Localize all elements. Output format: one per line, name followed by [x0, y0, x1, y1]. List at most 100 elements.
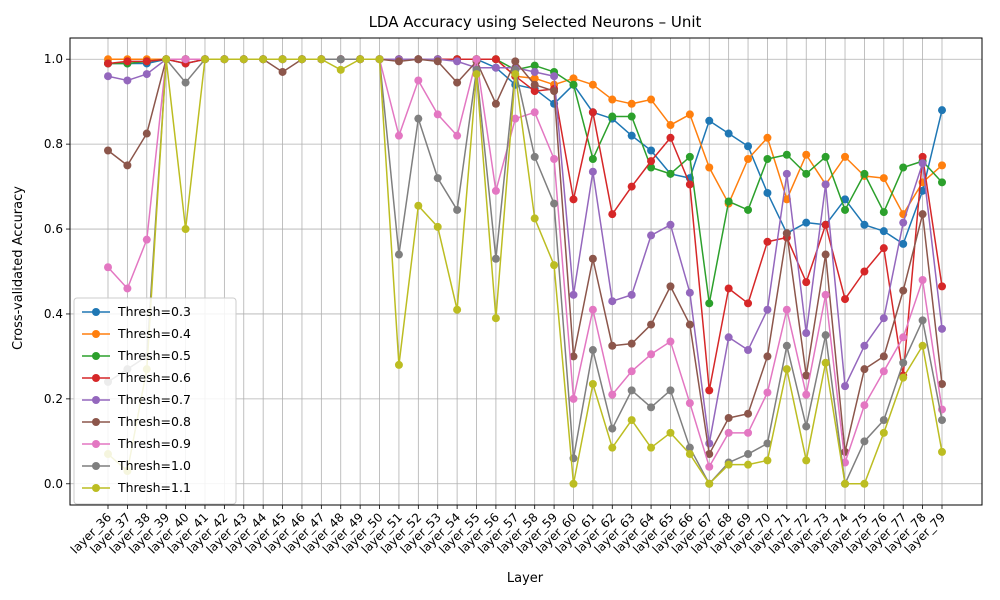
data-point	[744, 299, 753, 308]
data-point	[569, 290, 578, 299]
data-point	[879, 208, 888, 217]
data-point	[763, 388, 772, 397]
grid-layer	[70, 38, 982, 505]
data-point	[104, 263, 112, 272]
data-point	[530, 67, 539, 76]
data-point	[802, 456, 811, 465]
legend-item: Thresh=1.0	[82, 458, 191, 473]
data-point	[569, 479, 578, 488]
data-point	[181, 55, 190, 64]
legend-item: Thresh=0.8	[82, 414, 191, 429]
legend-label: Thresh=0.4	[117, 326, 191, 341]
data-point	[608, 443, 617, 452]
data-point	[666, 428, 675, 437]
data-point	[841, 479, 850, 488]
legend-item: Thresh=0.9	[82, 436, 191, 451]
data-point	[938, 324, 946, 333]
data-point	[841, 382, 850, 391]
data-point	[550, 72, 559, 81]
data-point	[104, 59, 112, 68]
data-point	[685, 399, 694, 408]
data-point	[938, 161, 946, 170]
data-point	[744, 205, 753, 214]
data-point	[530, 108, 539, 117]
data-point	[724, 333, 733, 342]
data-point	[918, 152, 927, 161]
data-point	[491, 254, 500, 263]
data-point	[511, 114, 520, 123]
data-point	[550, 154, 559, 163]
data-point	[860, 401, 869, 410]
data-point	[453, 205, 462, 214]
data-point	[666, 386, 675, 395]
data-point	[414, 55, 423, 64]
data-point	[782, 341, 791, 350]
data-point	[569, 195, 578, 204]
data-point	[608, 112, 617, 121]
y-tick-label: 1.0	[44, 52, 63, 66]
data-point	[550, 199, 559, 208]
data-point	[123, 284, 132, 293]
data-point	[918, 275, 927, 284]
x-axis-title: Layer	[507, 571, 544, 586]
legend-marker	[92, 352, 100, 360]
data-point	[608, 210, 617, 219]
data-point	[860, 169, 869, 178]
data-point	[860, 365, 869, 374]
data-point	[627, 386, 636, 395]
data-point	[453, 57, 462, 66]
legend-marker	[92, 330, 100, 338]
data-point	[879, 367, 888, 376]
data-point	[453, 131, 462, 140]
data-point	[821, 331, 830, 340]
data-point	[181, 225, 190, 234]
y-tick-label: 0.6	[44, 222, 63, 236]
data-point	[530, 61, 539, 70]
data-point	[899, 358, 908, 367]
data-point	[647, 403, 656, 412]
data-point	[588, 346, 597, 355]
data-point	[414, 201, 423, 210]
data-point	[821, 250, 830, 259]
data-point	[802, 218, 811, 227]
data-point	[608, 341, 617, 350]
data-point	[627, 99, 636, 108]
data-point	[879, 227, 888, 236]
data-point	[491, 55, 500, 64]
data-point	[588, 305, 597, 314]
data-point	[802, 390, 811, 399]
data-point	[899, 333, 908, 342]
legend-marker	[92, 484, 100, 492]
data-point	[550, 261, 559, 270]
data-point	[879, 174, 888, 183]
data-point	[802, 329, 811, 338]
data-point	[433, 57, 442, 66]
data-point	[802, 169, 811, 178]
data-point	[918, 186, 927, 195]
data-point	[744, 346, 753, 355]
data-point	[647, 95, 656, 104]
y-tick-label: 0.0	[44, 477, 63, 491]
data-point	[899, 163, 908, 172]
data-point	[879, 244, 888, 253]
legend-marker	[92, 462, 100, 470]
data-point	[297, 55, 306, 64]
data-point	[239, 55, 248, 64]
data-point	[414, 114, 423, 123]
data-point	[705, 439, 714, 448]
data-point	[414, 76, 423, 85]
data-point	[491, 314, 500, 323]
data-point	[627, 290, 636, 299]
data-point	[433, 174, 442, 183]
data-point	[763, 456, 772, 465]
data-point	[627, 131, 636, 140]
chart-title: LDA Accuracy using Selected Neurons – Un…	[369, 13, 702, 31]
data-point	[782, 150, 791, 159]
data-point	[802, 150, 811, 159]
data-point	[841, 152, 850, 161]
data-point	[938, 178, 946, 187]
data-point	[491, 99, 500, 108]
data-point	[433, 222, 442, 231]
data-point	[821, 290, 830, 299]
